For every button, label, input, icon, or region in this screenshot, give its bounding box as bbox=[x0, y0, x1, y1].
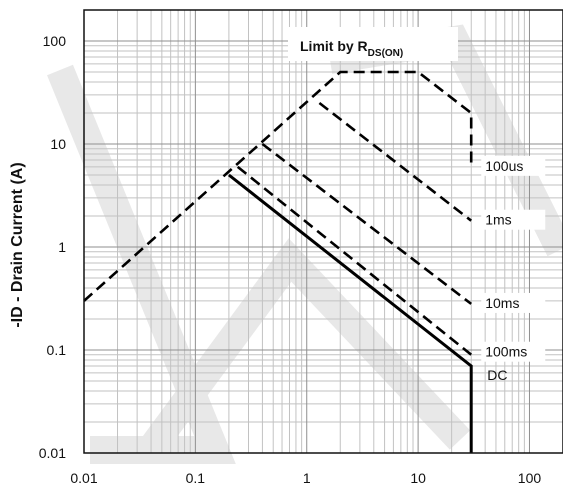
series-label-1ms: 1ms bbox=[485, 212, 511, 228]
series-label-background bbox=[481, 209, 546, 230]
x-axis-ticks: 0.01 0.1 1 10 100 bbox=[70, 470, 541, 486]
y-tick-label: 100 bbox=[43, 33, 67, 49]
rdson-label-main: Limit by R bbox=[300, 38, 368, 54]
series-label-background bbox=[481, 341, 546, 362]
rdson-limit-annotation: Limit by RDS(ON) bbox=[288, 27, 458, 61]
series-label-10ms: 10ms bbox=[485, 295, 519, 311]
series-label-dc: DC bbox=[487, 367, 507, 383]
series-line-dc bbox=[227, 173, 473, 453]
series-label-100us: 100us bbox=[485, 158, 523, 174]
y-tick-label: 1 bbox=[58, 239, 66, 255]
series-line-10ms bbox=[261, 142, 472, 305]
x-tick-label: 10 bbox=[410, 470, 426, 486]
series-label-background bbox=[481, 155, 546, 176]
series-line-1ms bbox=[318, 101, 472, 222]
y-tick-label: 0.01 bbox=[39, 445, 66, 461]
x-tick-label: 100 bbox=[518, 470, 542, 486]
y-tick-label: 0.1 bbox=[47, 342, 67, 358]
x-tick-label: 0.01 bbox=[70, 470, 97, 486]
x-tick-label: 0.1 bbox=[186, 470, 206, 486]
rdson-label-sub: DS(ON) bbox=[368, 48, 404, 59]
x-tick-label: 1 bbox=[303, 470, 311, 486]
series-label-background bbox=[481, 292, 546, 313]
y-axis-ticks: 100 10 1 0.1 0.01 bbox=[39, 33, 66, 461]
minor-grid bbox=[84, 9, 563, 453]
series-line-100us bbox=[83, 70, 473, 302]
plot-frame bbox=[83, 9, 563, 454]
y-axis-label: -ID - Drain Current (A) bbox=[9, 162, 26, 327]
series-label-100ms: 100ms bbox=[485, 344, 527, 360]
svg-text:Limit by RDS(ON): Limit by RDS(ON) bbox=[300, 38, 403, 59]
y-tick-label: 10 bbox=[50, 136, 66, 152]
series-labels: 100us 1ms 10ms 100ms DC bbox=[481, 155, 546, 383]
major-grid bbox=[83, 10, 563, 454]
series-lines bbox=[83, 70, 473, 453]
